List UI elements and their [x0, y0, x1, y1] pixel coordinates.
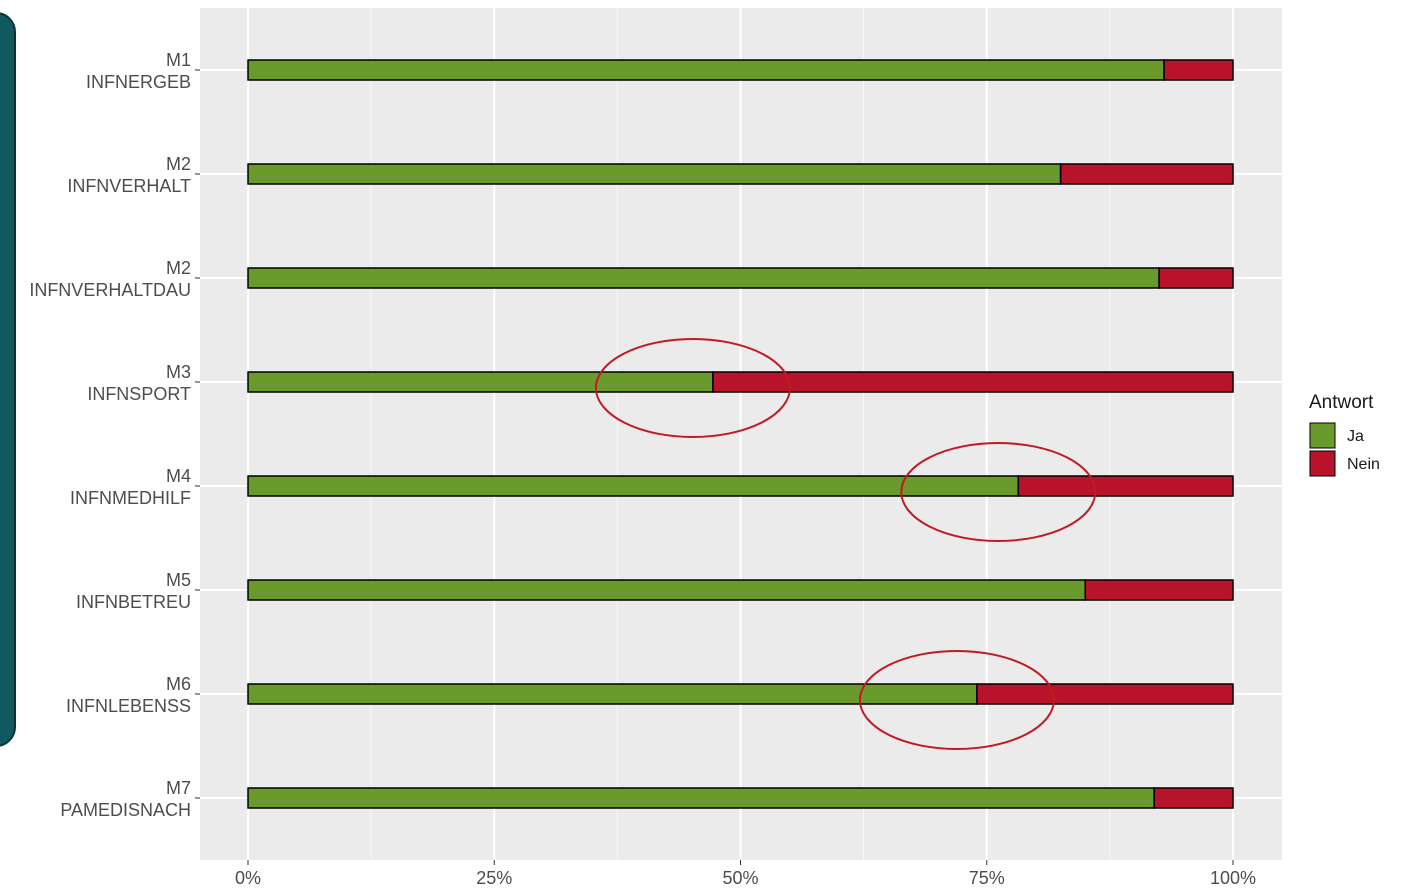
bar-ja-3	[247, 371, 714, 393]
bar-ja-1	[247, 163, 1062, 185]
y-label-variable: INFNLEBENSS	[66, 696, 191, 716]
bar-ja-6	[247, 683, 978, 705]
y-label-variable: INFNVERHALTDAU	[29, 280, 191, 300]
bar-ja-5	[247, 579, 1086, 601]
highlight-ellipse-6	[858, 650, 1055, 750]
y-label-variable: PAMEDISNACH	[60, 800, 191, 820]
bar-nein-7	[1153, 787, 1234, 809]
y-label-code: M2	[166, 258, 191, 278]
legend-label-nein: Nein	[1347, 456, 1380, 473]
y-label-code: M4	[166, 466, 191, 486]
bar-nein-4	[1017, 475, 1234, 497]
y-label-variable: INFNVERHALT	[67, 176, 191, 196]
legend-key-ja	[1309, 422, 1336, 449]
x-tick-label: 100%	[1210, 868, 1256, 888]
y-label-code: M5	[166, 570, 191, 590]
bar-nein-2	[1158, 267, 1234, 289]
legend: Antwort Ja Nein	[1309, 392, 1380, 477]
x-tick-label: 75%	[969, 868, 1005, 888]
x-axis-labels: 0% 25% 50% 75% 100%	[235, 860, 1256, 888]
bar-nein-6	[976, 683, 1234, 705]
bars-layer	[247, 59, 1234, 809]
bar-nein-5	[1084, 579, 1234, 601]
y-label-variable: INFNSPORT	[87, 384, 191, 404]
highlight-ellipse-4	[900, 442, 1097, 542]
x-tick-label: 25%	[476, 868, 512, 888]
bar-ja-2	[247, 267, 1160, 289]
y-label-code: M3	[166, 362, 191, 382]
y-label-code: M1	[166, 50, 191, 70]
y-label-code: M6	[166, 674, 191, 694]
highlight-ellipses	[594, 338, 1097, 750]
x-tick-label: 50%	[722, 868, 758, 888]
bar-nein-3	[712, 371, 1234, 393]
highlight-ellipse-3	[594, 338, 791, 438]
y-label-variable: INFNMEDHILF	[70, 488, 191, 508]
legend-title: Antwort	[1309, 392, 1374, 413]
y-axis-labels: M1INFNERGEBM2INFNVERHALTM2INFNVERHALTDAU…	[29, 50, 200, 820]
bar-nein-0	[1163, 59, 1234, 81]
y-label-code: M2	[166, 154, 191, 174]
y-label-variable: INFNERGEB	[86, 72, 191, 92]
y-label-code: M7	[166, 778, 191, 798]
bar-nein-1	[1059, 163, 1234, 185]
y-label-variable: INFNBETREU	[76, 592, 191, 612]
bar-ja-7	[247, 787, 1155, 809]
legend-key-nein	[1309, 450, 1336, 477]
bar-ja-0	[247, 59, 1165, 81]
legend-label-ja: Ja	[1347, 428, 1364, 445]
x-tick-label: 0%	[235, 868, 261, 888]
